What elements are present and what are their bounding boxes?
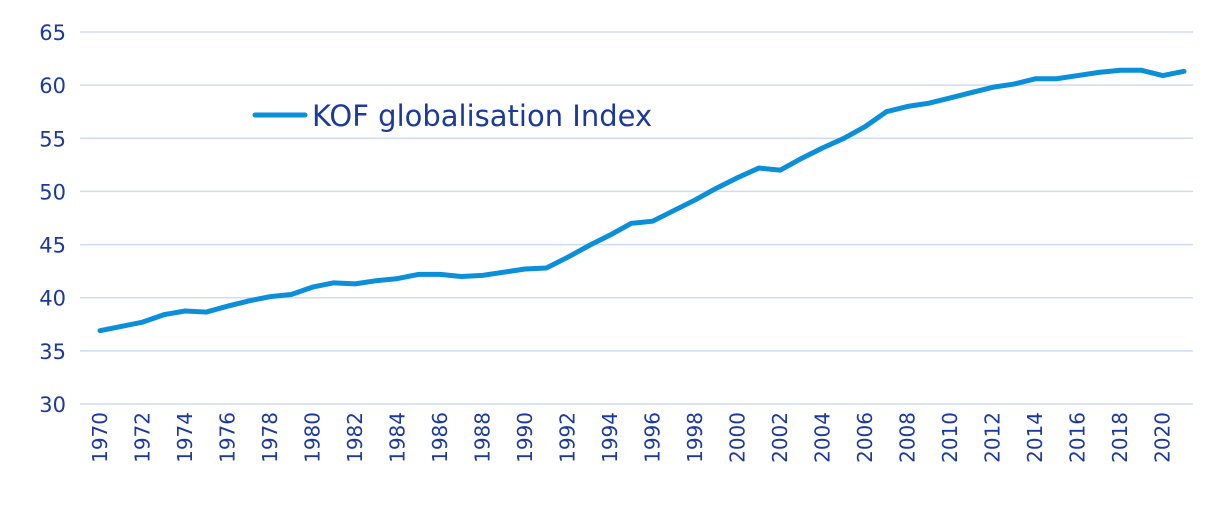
- x-tick-label: 2012: [981, 412, 1005, 463]
- legend-label: KOF globalisation Index: [312, 99, 652, 133]
- x-tick-label: 2014: [1023, 412, 1047, 463]
- y-tick-label: 45: [39, 234, 66, 258]
- x-tick-label: 2004: [811, 412, 835, 463]
- x-tick-label: 1980: [301, 412, 325, 463]
- x-tick-label: 1978: [258, 412, 282, 463]
- x-tick-label: 1974: [173, 412, 197, 463]
- x-axis-ticks: 1970 1972 1974 1976 1978 1980 1982 1984 1986 1988…: [88, 412, 1175, 463]
- x-tick-label: 2020: [1151, 412, 1175, 463]
- x-tick-label: 2008: [896, 412, 920, 463]
- y-tick-label: 65: [39, 21, 66, 45]
- x-tick-label: 1976: [216, 412, 240, 463]
- y-axis-ticks: 30 35 40 45 50 55 60 65: [39, 21, 66, 417]
- x-tick-label: 1994: [598, 412, 622, 463]
- x-tick-label: 1982: [343, 412, 367, 463]
- x-tick-label: 1990: [513, 412, 537, 463]
- x-tick-label: 2002: [768, 412, 792, 463]
- y-tick-label: 55: [39, 127, 66, 151]
- y-tick-label: 60: [39, 74, 66, 98]
- y-tick-label: 40: [39, 287, 66, 311]
- x-tick-label: 1972: [131, 412, 155, 463]
- x-tick-label: 2018: [1108, 412, 1132, 463]
- legend: KOF globalisation Index: [255, 99, 652, 133]
- y-tick-label: 50: [39, 180, 66, 204]
- x-tick-label: 1998: [683, 412, 707, 463]
- gridlines: [80, 32, 1193, 404]
- y-tick-label: 30: [39, 393, 66, 417]
- x-tick-label: 1986: [428, 412, 452, 463]
- x-tick-label: 2000: [726, 412, 750, 463]
- x-tick-label: 1992: [556, 412, 580, 463]
- x-tick-label: 1984: [386, 412, 410, 463]
- x-tick-label: 1988: [471, 412, 495, 463]
- x-tick-label: 1970: [88, 412, 112, 463]
- x-tick-label: 1996: [641, 412, 665, 463]
- x-tick-label: 2016: [1066, 412, 1090, 463]
- x-tick-label: 2006: [853, 412, 877, 463]
- y-tick-label: 35: [39, 340, 66, 364]
- x-tick-label: 2010: [938, 412, 962, 463]
